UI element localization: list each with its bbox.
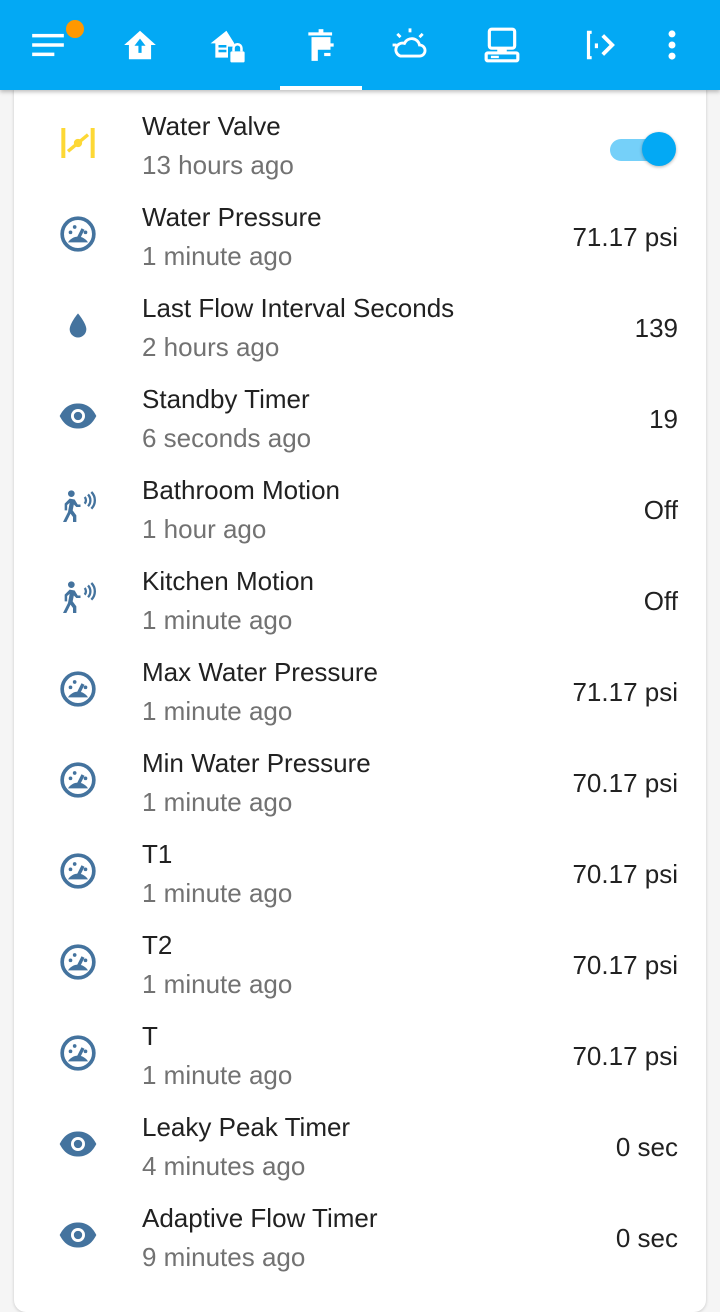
home-lock-icon bbox=[210, 30, 245, 63]
tab-more-views[interactable] bbox=[560, 0, 636, 90]
entity-state: 70.17 psi bbox=[572, 950, 678, 980]
desktop-icon bbox=[484, 27, 520, 63]
tab-home[interactable] bbox=[102, 0, 178, 90]
entity-last-changed: 1 minute ago bbox=[142, 787, 293, 817]
entity-last-changed: 13 hours ago bbox=[142, 150, 294, 180]
entity-last-changed: 1 hour ago bbox=[142, 514, 267, 544]
entity-last-changed: 1 minute ago bbox=[142, 878, 293, 908]
entity-state: Off bbox=[643, 586, 678, 616]
gauge-icon bbox=[54, 665, 102, 713]
entity-row-min-water-pressure[interactable]: Min Water Pressure 1 minute ago 70.17 ps… bbox=[14, 732, 706, 823]
gauge-icon bbox=[54, 1029, 102, 1077]
entity-last-changed: 2 hours ago bbox=[142, 332, 280, 362]
entity-name: T1 bbox=[142, 839, 173, 869]
tab-computer[interactable] bbox=[464, 0, 540, 90]
entity-last-changed: 1 minute ago bbox=[142, 605, 293, 635]
toggle-knob bbox=[642, 132, 676, 166]
entity-last-changed: 1 minute ago bbox=[142, 241, 293, 271]
motion-sensor-icon bbox=[54, 574, 102, 622]
weather-partly-cloudy-icon bbox=[392, 28, 427, 58]
entity-state: 0 sec bbox=[615, 1132, 678, 1162]
entity-name: Standby Timer bbox=[142, 384, 310, 414]
eye-icon bbox=[54, 1211, 102, 1259]
water-drop-icon bbox=[54, 301, 102, 349]
entity-row-kitchen-motion[interactable]: Kitchen Motion 1 minute ago Off bbox=[14, 550, 706, 641]
entity-row-standby-timer[interactable]: Standby Timer 6 seconds ago 19 bbox=[14, 368, 706, 459]
entity-row-water-pressure[interactable]: Water Pressure 1 minute ago 71.17 psi bbox=[14, 186, 706, 277]
entity-state: 71.17 psi bbox=[572, 222, 678, 252]
gauge-icon bbox=[54, 756, 102, 804]
door-arrow-icon bbox=[586, 30, 615, 60]
entity-row-adaptive-flow-timer[interactable]: Adaptive Flow Timer 9 minutes ago 0 sec bbox=[14, 1187, 706, 1278]
entities-card: Water Valve 13 hours ago Water Pressure … bbox=[14, 72, 706, 1312]
entity-name: Leaky Peak Timer bbox=[142, 1112, 351, 1142]
overflow-menu-button[interactable] bbox=[634, 0, 710, 90]
valve-icon bbox=[54, 119, 102, 167]
entity-name: T2 bbox=[142, 930, 173, 960]
entity-state: 139 bbox=[634, 313, 678, 343]
entity-state: 0 sec bbox=[615, 1223, 678, 1253]
entity-state: 70.17 psi bbox=[572, 1041, 678, 1071]
entity-name: Kitchen Motion bbox=[142, 566, 314, 596]
entity-name: Water Valve bbox=[142, 111, 281, 141]
entity-last-changed: 1 minute ago bbox=[142, 969, 293, 999]
entity-last-changed: 9 minutes ago bbox=[142, 1242, 306, 1272]
eye-icon bbox=[54, 392, 102, 440]
entity-row-leaky-peak-timer[interactable]: Leaky Peak Timer 4 minutes ago 0 sec bbox=[14, 1096, 706, 1187]
entity-state: 71.17 psi bbox=[572, 677, 678, 707]
gauge-icon bbox=[54, 938, 102, 986]
entity-state: Off bbox=[643, 495, 678, 525]
entity-name: Adaptive Flow Timer bbox=[142, 1203, 378, 1233]
entity-name: T bbox=[142, 1021, 158, 1051]
entity-row-bathroom-motion[interactable]: Bathroom Motion 1 hour ago Off bbox=[14, 459, 706, 550]
faucet-icon bbox=[308, 29, 334, 61]
entity-state: 19 bbox=[649, 404, 678, 434]
entity-last-changed: 6 seconds ago bbox=[142, 423, 312, 453]
entity-row-max-water-pressure[interactable]: Max Water Pressure 1 minute ago 71.17 ps… bbox=[14, 641, 706, 732]
entity-name: Water Pressure bbox=[142, 202, 322, 232]
entity-row-t1[interactable]: T1 1 minute ago 70.17 psi bbox=[14, 823, 706, 914]
app-header bbox=[0, 0, 720, 90]
entity-name: Last Flow Interval Seconds bbox=[142, 293, 455, 323]
entity-row-t2[interactable]: T2 1 minute ago 70.17 psi bbox=[14, 914, 706, 1005]
notification-badge bbox=[64, 18, 86, 40]
tab-security[interactable] bbox=[190, 0, 266, 90]
entity-row-t[interactable]: T 1 minute ago 70.17 psi bbox=[14, 1005, 706, 1096]
entity-state: 70.17 psi bbox=[572, 859, 678, 889]
gauge-icon bbox=[54, 210, 102, 258]
entity-name: Max Water Pressure bbox=[142, 657, 378, 687]
entity-row-water-valve[interactable]: Water Valve 13 hours ago bbox=[14, 95, 706, 186]
entity-last-changed: 4 minutes ago bbox=[142, 1151, 306, 1181]
entity-name: Min Water Pressure bbox=[142, 748, 371, 778]
entity-row-last-flow-interval[interactable]: Last Flow Interval Seconds 2 hours ago 1… bbox=[14, 277, 706, 368]
entity-name: Bathroom Motion bbox=[142, 475, 340, 505]
motion-sensor-icon bbox=[54, 483, 102, 531]
tab-weather[interactable] bbox=[372, 0, 448, 90]
menu-icon bbox=[32, 33, 64, 57]
menu-button[interactable] bbox=[10, 0, 86, 90]
entity-last-changed: 1 minute ago bbox=[142, 696, 293, 726]
tab-water[interactable] bbox=[280, 0, 362, 90]
eye-icon bbox=[54, 1120, 102, 1168]
more-vertical-icon bbox=[668, 30, 676, 60]
water-valve-toggle[interactable] bbox=[610, 132, 676, 166]
entity-last-changed: 1 minute ago bbox=[142, 1060, 293, 1090]
gauge-icon bbox=[54, 847, 102, 895]
entity-state: 70.17 psi bbox=[572, 768, 678, 798]
home-icon bbox=[124, 30, 156, 60]
